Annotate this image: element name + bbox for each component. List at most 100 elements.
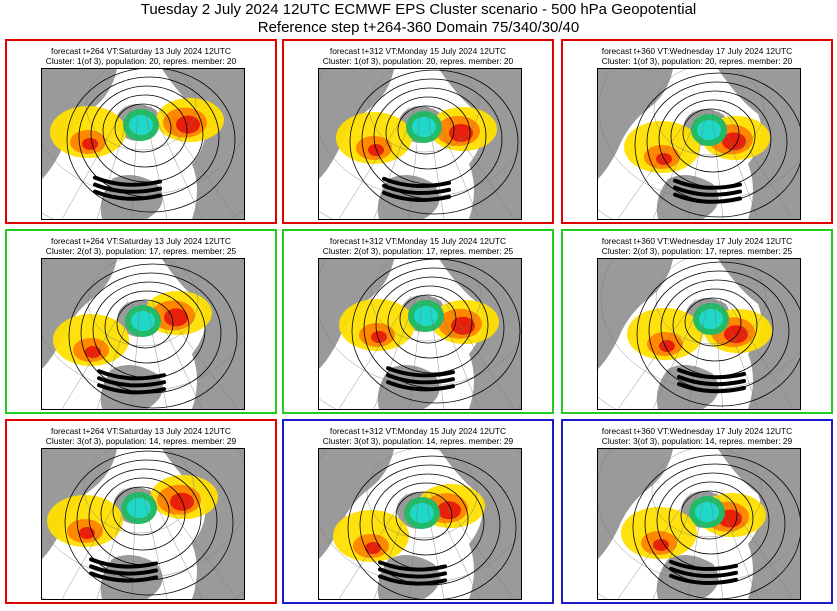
trough-line — [669, 559, 738, 571]
cluster-panel: forecast t+360 VT:Wednesday 17 July 2024… — [561, 39, 833, 224]
land-mass — [718, 69, 800, 219]
anomaly-red — [79, 527, 95, 539]
anomaly-red — [437, 501, 461, 520]
panel-cluster-label: Cluster: 2(of 3), population: 17, repres… — [601, 246, 793, 256]
cluster-panel: forecast t+264 VT:Saturday 13 July 2024 … — [5, 39, 277, 224]
geopotential-contour — [102, 94, 188, 168]
geopotential-map — [318, 258, 522, 410]
trough-line — [677, 368, 746, 380]
geopotential-contour — [359, 464, 501, 586]
anomaly-red — [653, 539, 669, 551]
panel-forecast-label: forecast t+264 VT:Saturday 13 July 2024 … — [51, 236, 231, 246]
geopotential-map — [597, 258, 801, 410]
geopotential-map — [597, 448, 801, 600]
land-mass — [718, 259, 800, 409]
geopotential-contour — [672, 288, 758, 362]
trough-line — [386, 380, 455, 392]
trough-line — [669, 566, 738, 578]
land-mass — [598, 69, 673, 179]
cluster-panel: forecast t+264 VT:Saturday 13 July 2024 … — [5, 229, 277, 414]
anomaly-cyan — [699, 309, 723, 329]
land-mass — [42, 69, 117, 179]
anomaly-red — [82, 138, 98, 150]
geopotential-contour — [682, 108, 740, 158]
trough-line — [677, 382, 746, 394]
anomaly-cyan — [695, 502, 719, 522]
anomaly-cyan — [697, 120, 721, 140]
trough-line — [89, 564, 158, 576]
panel-forecast-label: forecast t+312 VT:Monday 15 July 2024 12… — [329, 46, 507, 56]
geopotential-contour — [634, 72, 800, 218]
cluster-panel: forecast t+264 VT:Saturday 13 July 2024 … — [5, 419, 277, 604]
trough-line — [673, 192, 742, 204]
panel-cluster-label: Cluster: 3(of 3), population: 14, repres… — [45, 436, 237, 446]
page-subtitle: Reference step t+264-360 Domain 75/340/3… — [257, 19, 580, 36]
geopotential-map — [41, 68, 245, 220]
trough-line — [93, 175, 162, 187]
geopotential-contour — [68, 263, 238, 409]
geopotential-contour — [100, 477, 186, 551]
panel-forecast-label: forecast t+360 VT:Wednesday 17 July 2024… — [601, 46, 793, 56]
panel-cluster-label: Cluster: 3(of 3), population: 14, repres… — [601, 436, 793, 446]
page-title: Tuesday 2 July 2024 12UTC ECMWF EPS Clus… — [140, 1, 697, 18]
trough-line — [89, 571, 158, 583]
geopotential-contour — [636, 261, 800, 407]
land-mass — [598, 259, 673, 369]
anomaly-red — [724, 325, 748, 344]
trough-line — [386, 373, 455, 385]
geopotential-contour — [116, 299, 174, 349]
anomaly-red — [451, 316, 475, 335]
geopotential-contour — [66, 69, 236, 213]
anomaly-cyan — [127, 498, 151, 518]
panel-forecast-label: forecast t+360 VT:Wednesday 17 July 2024… — [601, 236, 793, 246]
geopotential-contour — [632, 454, 800, 599]
panel-forecast-label: forecast t+312 VT:Monday 15 July 2024 12… — [329, 426, 507, 436]
trough-line — [673, 178, 742, 190]
trough-line — [378, 560, 447, 572]
geopotential-contour — [680, 490, 738, 540]
land-mass — [718, 449, 800, 599]
cluster-panel: forecast t+360 VT:Wednesday 17 July 2024… — [561, 229, 833, 414]
geopotential-contour — [670, 99, 756, 173]
anomaly-cyan — [410, 503, 434, 523]
land-mass — [439, 259, 521, 409]
panel-cluster-label: Cluster: 1(of 3), population: 20, repres… — [601, 56, 793, 66]
land-mass — [319, 259, 394, 369]
trough-line — [386, 366, 455, 378]
panel-cluster-label: Cluster: 2(of 3), population: 17, repres… — [45, 246, 237, 256]
trough-line — [382, 183, 451, 195]
panel-forecast-label: forecast t+264 VT:Saturday 13 July 2024 … — [51, 46, 231, 56]
geopotential-map — [318, 448, 522, 600]
geopotential-contour — [668, 481, 754, 555]
trough-line — [677, 375, 746, 387]
land-mass — [162, 69, 244, 219]
trough-line — [93, 182, 162, 194]
panel-cluster-label: Cluster: 1(of 3), population: 20, repres… — [45, 56, 237, 66]
panel-cluster-label: Cluster: 3(of 3), population: 14, repres… — [322, 436, 514, 446]
land-mass — [319, 69, 394, 179]
cluster-panel: forecast t+360 VT:Wednesday 17 July 2024… — [561, 419, 833, 604]
panel-forecast-label: forecast t+312 VT:Monday 15 July 2024 12… — [329, 236, 507, 246]
geopotential-contour — [349, 69, 519, 215]
geopotential-contour — [383, 482, 469, 556]
cluster-panel: forecast t+312 VT:Monday 15 July 2024 12… — [282, 419, 554, 604]
geopotential-map — [318, 68, 522, 220]
trough-line — [97, 376, 166, 388]
panel-forecast-label: forecast t+360 VT:Wednesday 17 July 2024… — [601, 426, 793, 436]
cluster-panel: forecast t+312 VT:Monday 15 July 2024 12… — [282, 39, 554, 224]
geopotential-contour — [399, 294, 457, 344]
panel-cluster-label: Cluster: 1(of 3), population: 20, repres… — [322, 56, 514, 66]
cluster-panel: forecast t+312 VT:Monday 15 July 2024 12… — [282, 229, 554, 414]
land-mass — [42, 259, 117, 369]
land-mass — [598, 449, 673, 559]
geopotential-contour — [104, 290, 190, 364]
trough-line — [382, 176, 451, 188]
geopotential-contour — [114, 103, 172, 153]
geopotential-contour — [64, 450, 234, 596]
geopotential-contour — [351, 259, 521, 404]
land-mass — [439, 69, 521, 219]
geopotential-map — [597, 68, 801, 220]
trough-line — [382, 190, 451, 202]
geopotential-contour — [385, 96, 471, 170]
anomaly-cyan — [414, 306, 438, 326]
